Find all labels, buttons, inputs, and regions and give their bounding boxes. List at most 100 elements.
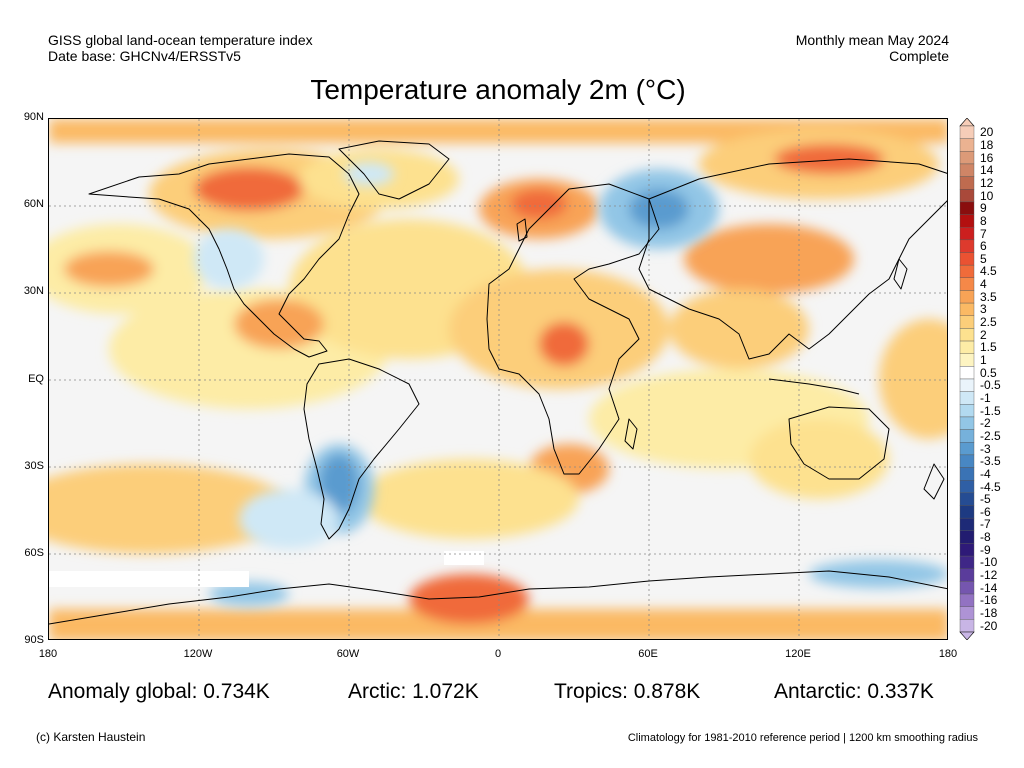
- copyright: (c) Karsten Haustein: [36, 730, 146, 744]
- stat-arctic: Arctic: 1.072K: [348, 680, 479, 703]
- lon-tick-180w: 180: [38, 648, 58, 660]
- colorbar-label: -20: [980, 618, 998, 633]
- colorbar-label: 9: [980, 201, 987, 216]
- colorbar-label: 12: [980, 175, 994, 190]
- warm-s-pacific: [49, 464, 289, 554]
- colorbar-swatch: [959, 404, 975, 418]
- colorbar-min-arrow: [959, 631, 975, 640]
- colorbar-label: 14: [980, 163, 994, 178]
- colorbar-swatch: [959, 163, 975, 177]
- coastlines: [49, 140, 947, 625]
- colorbar-label: 3.5: [980, 289, 997, 304]
- colorbar: 20 18 16 14 12 10 9 8 7 6 5 4.5 4 3.5 3 2.5 2 1.5 1 0.5 -0.5…: [958, 118, 1018, 640]
- colorbar-label: -18: [980, 606, 998, 621]
- colorbar-label: -0.5: [980, 378, 1001, 393]
- colorbar-swatch: [959, 189, 975, 203]
- warm-india: [669, 289, 809, 369]
- colorbar-swatch: [959, 378, 975, 392]
- colorbar-swatch: [959, 492, 975, 506]
- colorbar-label: -4: [980, 466, 991, 481]
- colorbar-label: -2: [980, 416, 991, 431]
- cool-us-west: [194, 229, 264, 289]
- asia-coast: [638, 158, 947, 360]
- colorbar-swatch: [959, 543, 975, 557]
- colorbar-label: 4: [980, 277, 987, 292]
- colorbar-label: -2.5: [980, 428, 1001, 443]
- colorbar-swatch: [959, 290, 975, 304]
- colorbar-swatch: [959, 517, 975, 531]
- header-left: GISS global land-ocean temperature index…: [48, 32, 313, 64]
- colorbar-swatch: [959, 328, 975, 342]
- colorbar-swatch: [959, 353, 975, 367]
- colorbar-label: 4.5: [980, 264, 997, 279]
- anomaly-map: [48, 118, 948, 640]
- lon-tick-120e: 120E: [785, 648, 811, 660]
- colorbar-swatch: [959, 201, 975, 215]
- lat-tick-30n: 30N: [23, 285, 44, 297]
- lat-tick-30s: 30S: [24, 460, 44, 472]
- new-zealand-coast: [923, 463, 945, 500]
- colorbar-swatch: [959, 239, 975, 253]
- colorbar-label: -8: [980, 530, 991, 545]
- completeness-label: Complete: [889, 48, 949, 64]
- grid-lines: [49, 119, 947, 639]
- colorbar-label: -9: [980, 542, 991, 557]
- australia-coast: [788, 406, 890, 480]
- lon-tick-60e: 60E: [638, 648, 658, 660]
- colorbar-label: 2: [980, 327, 987, 342]
- lat-tick-90s: 90S: [24, 634, 44, 646]
- cool-e-antarctic: [809, 560, 947, 588]
- colorbar-label: 6: [980, 239, 987, 254]
- colorbar-swatch: [959, 429, 975, 443]
- colorbar-label: -10: [980, 555, 998, 570]
- colorbar-label: -3: [980, 441, 991, 456]
- colorbar-swatch: [959, 593, 975, 607]
- lat-tick-60s: 60S: [24, 547, 44, 559]
- database-label: Date base: GHCNv4/ERSSTv5: [48, 48, 241, 64]
- south-america-coast: [303, 358, 420, 540]
- lon-tick-180e: 180: [938, 648, 958, 660]
- colorbar-swatch: [959, 340, 975, 354]
- colorbar-swatch: [959, 176, 975, 190]
- colorbar-swatch: [959, 505, 975, 519]
- colorbar-label: -7: [980, 517, 991, 532]
- warm-weddell: [409, 574, 529, 624]
- colorbar-label: 16: [980, 150, 994, 165]
- warm-tasman: [879, 319, 947, 439]
- colorbar-label: 3: [980, 302, 987, 317]
- colorbar-swatch: [959, 226, 975, 241]
- japan-coast: [893, 258, 908, 290]
- stats-row: Anomaly global: 0.734K Arctic: 1.072K Tr…: [0, 680, 1024, 706]
- colorbar-swatch: [959, 391, 975, 405]
- greenland-coast: [338, 140, 450, 200]
- lon-tick-120w: 120W: [183, 648, 213, 660]
- colorbar-label: -4.5: [980, 479, 1001, 494]
- colorbar-label: -14: [980, 580, 998, 595]
- indonesia-coast: [768, 378, 860, 395]
- colorbar-swatch: [959, 568, 975, 582]
- colorbar-svg: [959, 118, 975, 640]
- lon-tick-0: 0: [494, 648, 502, 660]
- map-title: Temperature anomaly 2m (°C): [310, 74, 686, 105]
- colorbar-label: 18: [980, 137, 994, 152]
- colorbar-label: 1: [980, 353, 987, 368]
- colorbar-label: -5: [980, 492, 991, 507]
- warm-australia: [749, 419, 889, 499]
- colorbar-label: 8: [980, 213, 987, 228]
- warm-asia: [684, 224, 854, 294]
- colorbar-swatch: [959, 125, 975, 139]
- colorbar-swatch: [959, 277, 975, 291]
- colorbar-swatch: [959, 252, 975, 266]
- antarctica-coast: [49, 570, 947, 625]
- warm-s-atlantic: [359, 459, 579, 539]
- colorbar-label: -16: [980, 593, 998, 608]
- cool-s-pacific: [239, 489, 339, 549]
- header-right: Monthly mean May 2024 Complete: [796, 32, 949, 64]
- stat-tropics: Tropics: 0.878K: [554, 680, 701, 703]
- colorbar-swatch: [959, 442, 975, 456]
- colorbar-swatch: [959, 151, 975, 165]
- colorbar-label: 20: [980, 125, 994, 140]
- colorbar-label: -3.5: [980, 454, 1001, 469]
- colorbar-swatch: [959, 480, 975, 494]
- madagascar-coast: [624, 418, 638, 450]
